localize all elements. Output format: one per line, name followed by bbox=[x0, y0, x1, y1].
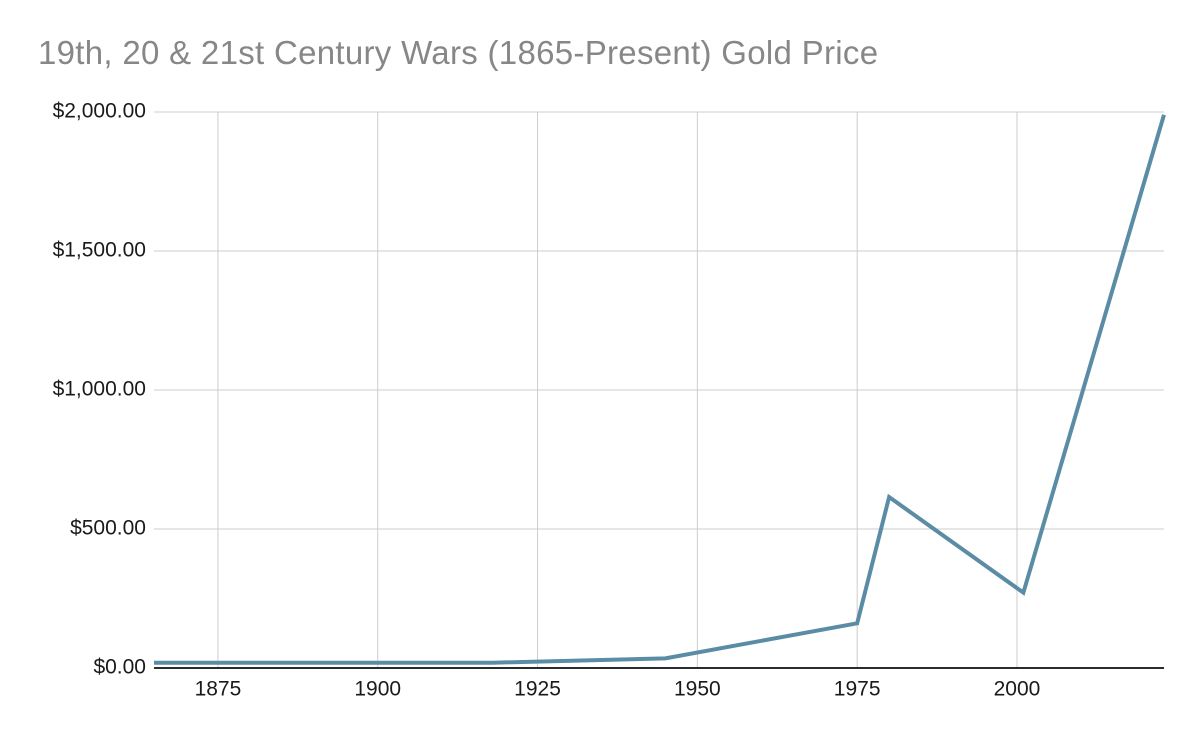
x-axis-tick-label: 2000 bbox=[994, 678, 1041, 701]
x-axis-tick-label: 1950 bbox=[674, 678, 721, 701]
x-axis-tick-label: 1975 bbox=[834, 678, 881, 701]
chart-title: 19th, 20 & 21st Century Wars (1865-Prese… bbox=[38, 34, 879, 71]
y-axis-tick-label: $2,000.00 bbox=[53, 100, 146, 123]
x-axis-tick-label: 1875 bbox=[195, 678, 242, 701]
x-axis-tick-label: 1900 bbox=[354, 678, 401, 701]
y-axis-tick-label: $1,000.00 bbox=[53, 378, 146, 401]
y-axis-tick-label: $0.00 bbox=[93, 656, 146, 679]
x-axis-tick-label: 1925 bbox=[514, 678, 561, 701]
y-axis-tick-label: $1,500.00 bbox=[53, 239, 146, 262]
y-axis-tick-label: $500.00 bbox=[70, 517, 146, 540]
gold-price-line bbox=[153, 114, 1166, 665]
